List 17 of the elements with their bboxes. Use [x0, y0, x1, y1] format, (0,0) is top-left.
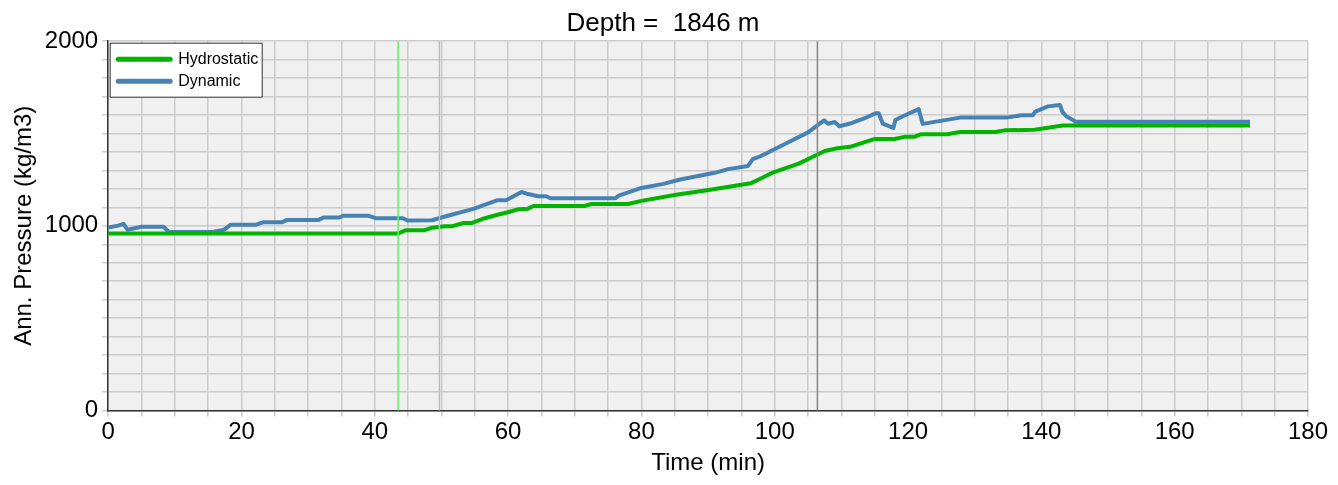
x-tick-label: 100	[754, 417, 795, 445]
x-tick-label: 80	[628, 417, 655, 445]
x-tick-label: 160	[1154, 417, 1195, 445]
x-axis-title: Time (min)	[651, 448, 765, 476]
y-axis-title: Ann. Pressure (kg/m3)	[9, 105, 37, 346]
x-tick-label: 140	[1021, 417, 1062, 445]
x-tick-label: 180	[1287, 417, 1328, 445]
y-tick-label: 1000	[44, 210, 99, 238]
legend-label: Hydrostatic	[178, 49, 259, 67]
x-tick-label: 60	[494, 417, 522, 445]
x-tick-label: 20	[228, 417, 255, 445]
y-tick-label: 2000	[44, 25, 99, 53]
chart-title: Depth = 1846 m	[566, 6, 760, 37]
x-tick-label: 40	[361, 417, 389, 445]
legend-label: Dynamic	[178, 71, 241, 89]
x-tick-label: 120	[888, 417, 929, 445]
y-tick-label: 0	[84, 395, 99, 423]
